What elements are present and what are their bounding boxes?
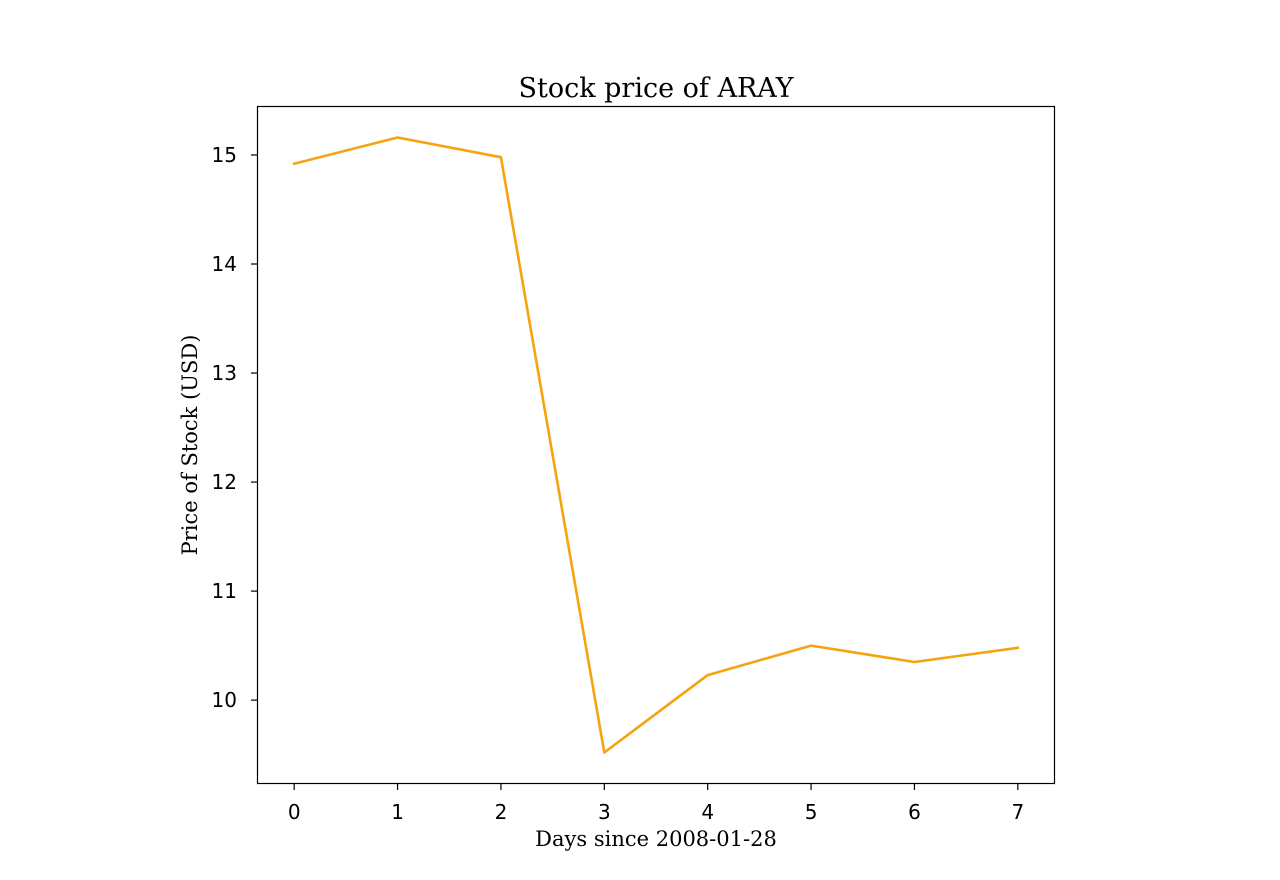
y-tick-label: 15 — [212, 143, 237, 167]
y-axis-ticks: 10 11 12 13 14 15 — [212, 143, 258, 712]
x-tick-label: 5 — [805, 800, 818, 824]
y-axis-label: Price of Stock (USD) — [178, 335, 202, 556]
y-tick-label: 13 — [212, 361, 237, 385]
series-layer — [292, 136, 1020, 754]
x-axis-ticks: 0 1 2 3 4 5 6 7 — [288, 783, 1024, 824]
x-tick-label: 3 — [598, 800, 611, 824]
y-tick-label: 10 — [212, 688, 237, 712]
x-tick-label: 2 — [495, 800, 508, 824]
price-series-line — [292, 136, 1020, 754]
y-tick-label: 12 — [212, 470, 237, 494]
y-tick-label: 14 — [212, 252, 237, 276]
x-tick-label: 6 — [908, 800, 921, 824]
x-tick-label: 7 — [1011, 800, 1024, 824]
x-tick-label: 1 — [391, 800, 404, 824]
chart-title: Stock price of ARAY — [518, 73, 794, 104]
x-axis-label: Days since 2008-01-28 — [535, 827, 777, 851]
plot-frame — [256, 105, 1056, 785]
y-tick-label: 11 — [212, 579, 237, 603]
x-tick-label: 4 — [701, 800, 714, 824]
x-tick-label: 0 — [288, 800, 301, 824]
